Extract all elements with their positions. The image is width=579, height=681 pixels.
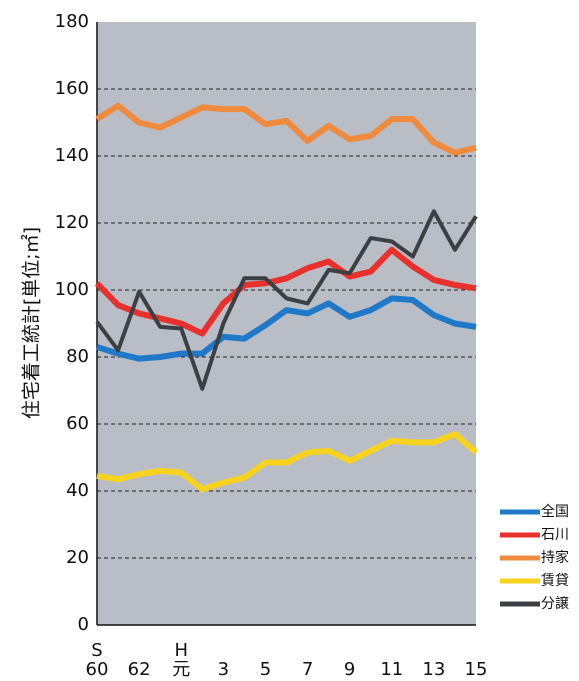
legend-label: 石川 xyxy=(541,527,569,543)
legend-label: 持家 xyxy=(541,549,569,566)
x-tick-label: 9 xyxy=(343,659,356,680)
y-tick-label: 160 xyxy=(55,78,89,99)
series-line xyxy=(95,102,477,156)
x-tick-label: S 60 xyxy=(85,640,109,680)
y-tick-label: 140 xyxy=(55,145,89,166)
y-tick-label: 80 xyxy=(66,346,89,367)
legend-label: 賃貸 xyxy=(541,573,569,589)
x-tick-label: 3 xyxy=(217,659,230,680)
x-tick-label: 11 xyxy=(380,659,404,680)
x-tick-label: 62 xyxy=(127,659,151,680)
y-tick-label: 40 xyxy=(66,480,89,501)
series-line xyxy=(94,246,477,337)
y-tick-label: 100 xyxy=(55,279,89,300)
x-tick-label: 15 xyxy=(464,659,488,680)
y-tick-label: 20 xyxy=(66,547,89,568)
plot-area xyxy=(97,22,476,625)
series-line xyxy=(95,209,478,391)
series-line xyxy=(96,295,477,362)
legend-label: 分譲 xyxy=(541,596,569,612)
y-axis-label: 住宅着工統計[単位;㎡] xyxy=(20,227,43,419)
x-tick-label: H 元 xyxy=(172,640,191,680)
y-tick-label: 0 xyxy=(78,614,89,635)
y-tick-label: 60 xyxy=(66,413,89,434)
x-tick-label: 7 xyxy=(301,659,314,680)
legend-label: 全国 xyxy=(541,503,569,520)
x-tick-label: 13 xyxy=(422,659,446,680)
x-tick-label: 5 xyxy=(259,659,272,680)
y-tick-label: 120 xyxy=(55,212,89,233)
series-line xyxy=(96,431,478,493)
y-tick-label: 180 xyxy=(55,11,89,32)
